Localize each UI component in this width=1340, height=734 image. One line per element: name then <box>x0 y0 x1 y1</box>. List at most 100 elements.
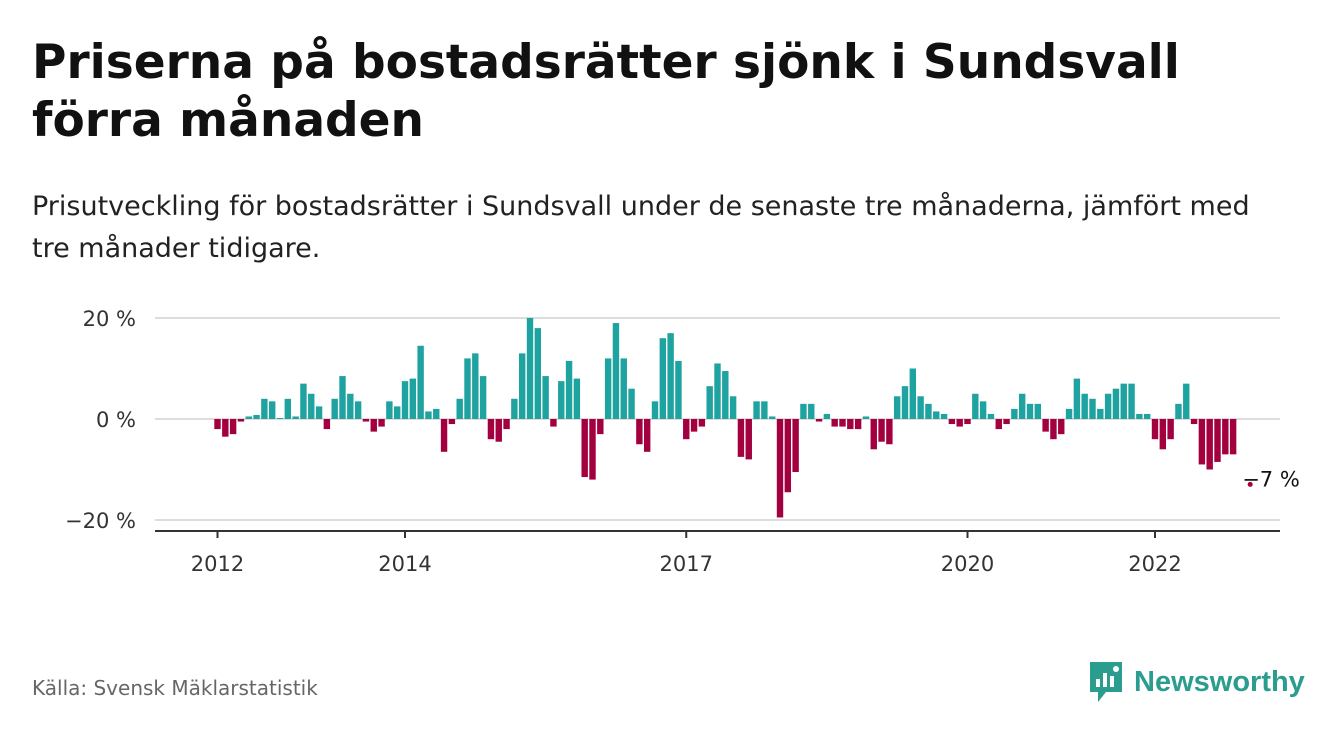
bar-2016-11 <box>667 333 674 419</box>
bar-2014-11 <box>479 376 487 419</box>
bar-2017-10 <box>753 401 760 419</box>
bar-2015-06 <box>534 328 542 419</box>
bar-2012-09 <box>276 417 284 419</box>
bar-2012-11 <box>292 416 299 419</box>
bar-2016-06 <box>628 388 635 419</box>
bar-2014-03 <box>417 345 424 419</box>
bar-2012-06 <box>253 414 260 419</box>
bar-2012-02 <box>222 419 229 437</box>
annotation-dot <box>1247 481 1253 487</box>
bar-2019-04 <box>893 396 901 419</box>
bar-2013-02 <box>315 406 323 420</box>
bar-2021-05 <box>1089 398 1096 419</box>
x-tick-label: 2012 <box>191 552 244 576</box>
bar-2020-02 <box>972 393 979 419</box>
bar-2013-07 <box>354 401 362 419</box>
bar-2021-09 <box>1120 383 1127 419</box>
bar-2017-06 <box>722 371 729 419</box>
bar-2014-04 <box>425 411 432 419</box>
y-tick-label: 20 % <box>83 307 136 331</box>
bar-2014-05 <box>433 408 440 419</box>
bar-2018-06 <box>815 419 823 422</box>
bar-2016-03 <box>604 358 612 419</box>
bar-2014-06 <box>440 419 448 452</box>
bar-2020-08 <box>1018 393 1026 419</box>
bar-2012-03 <box>229 419 237 435</box>
bar-2018-04 <box>800 403 807 419</box>
bar-2018-09 <box>839 419 846 427</box>
source-note: Källa: Svensk Mäklarstatistik <box>32 676 318 700</box>
bar-2015-11 <box>573 378 581 419</box>
bar-2014-07 <box>448 419 456 425</box>
bar-2015-08 <box>550 419 557 427</box>
bar-2021-04 <box>1081 393 1088 419</box>
bar-2015-09 <box>558 381 565 420</box>
bar-2019-08 <box>925 403 932 419</box>
bar-2022-06 <box>1190 419 1198 425</box>
bar-2018-11 <box>854 419 862 430</box>
bar-2021-08 <box>1112 388 1120 419</box>
y-tick-label: −20 % <box>65 509 136 533</box>
bar-2018-12 <box>862 416 870 419</box>
bar-2022-10 <box>1222 419 1229 455</box>
bar-2019-10 <box>940 413 948 419</box>
bar-2013-10 <box>378 419 385 427</box>
bar-2018-03 <box>792 419 799 473</box>
bar-2016-05 <box>620 358 627 419</box>
bar-2019-03 <box>886 419 893 445</box>
bar-2014-09 <box>464 358 471 419</box>
bar-2015-12 <box>581 419 588 478</box>
bar-2016-10 <box>659 338 667 419</box>
bar-2015-01 <box>495 419 502 442</box>
bar-2017-09 <box>745 419 752 460</box>
bar-2013-09 <box>370 419 377 432</box>
bar-2013-05 <box>339 376 346 419</box>
tick-labels: 20 % 0 % −20 % 2012 2014 2017 2020 2022 <box>65 307 1182 576</box>
bar-2013-03 <box>323 419 331 430</box>
bar-2020-10 <box>1034 403 1042 419</box>
bar-2022-04 <box>1175 403 1182 419</box>
bar-2019-05 <box>901 386 909 419</box>
bar-2013-11 <box>386 401 393 419</box>
bar-2021-07 <box>1104 393 1112 419</box>
bar-2021-03 <box>1073 378 1081 419</box>
bar-2016-07 <box>636 419 643 445</box>
bar-2021-11 <box>1136 413 1143 419</box>
x-tick-label: 2017 <box>660 552 713 576</box>
bar-2022-11 <box>1229 419 1237 455</box>
x-tick-label: 2022 <box>1128 552 1181 576</box>
x-axis <box>155 530 1280 538</box>
bar-2018-05 <box>808 403 815 419</box>
bar-2020-05 <box>995 419 1002 430</box>
bar-2014-12 <box>487 419 495 440</box>
bar-2013-12 <box>393 406 401 420</box>
bar-2016-02 <box>597 419 604 435</box>
bar-2016-09 <box>651 401 659 419</box>
bar-2019-12 <box>956 419 963 427</box>
bar-2017-01 <box>683 419 690 440</box>
bar-2021-06 <box>1097 408 1104 419</box>
bar-2022-08 <box>1206 419 1213 470</box>
bar-2014-10 <box>472 353 479 419</box>
bar-2022-01 <box>1151 419 1159 440</box>
bar-2018-01 <box>776 419 784 518</box>
bar-2012-05 <box>245 416 252 419</box>
bar-chart: 20 % 0 % −20 % 2012 2014 2017 2020 2022 −7 % <box>65 307 1300 576</box>
bar-2019-01 <box>870 419 877 450</box>
bar-2018-10 <box>847 419 854 430</box>
bar-2015-07 <box>542 376 549 419</box>
bar-2022-09 <box>1214 419 1221 462</box>
bar-2014-01 <box>401 381 409 420</box>
bar-2014-08 <box>456 398 463 419</box>
bar-2022-03 <box>1167 419 1174 440</box>
newsworthy-logo-icon <box>1090 662 1122 702</box>
chart-title: Priserna på bostadsrätter sjönk i Sundsv… <box>32 35 1180 148</box>
x-tick-label: 2020 <box>941 552 994 576</box>
bar-2015-10 <box>565 360 573 419</box>
bar-2012-04 <box>237 419 245 422</box>
bar-2019-02 <box>878 419 885 442</box>
bar-2020-11 <box>1042 419 1049 432</box>
bar-2015-03 <box>511 398 518 419</box>
bar-2017-04 <box>706 386 713 419</box>
bar-2017-11 <box>761 401 768 419</box>
